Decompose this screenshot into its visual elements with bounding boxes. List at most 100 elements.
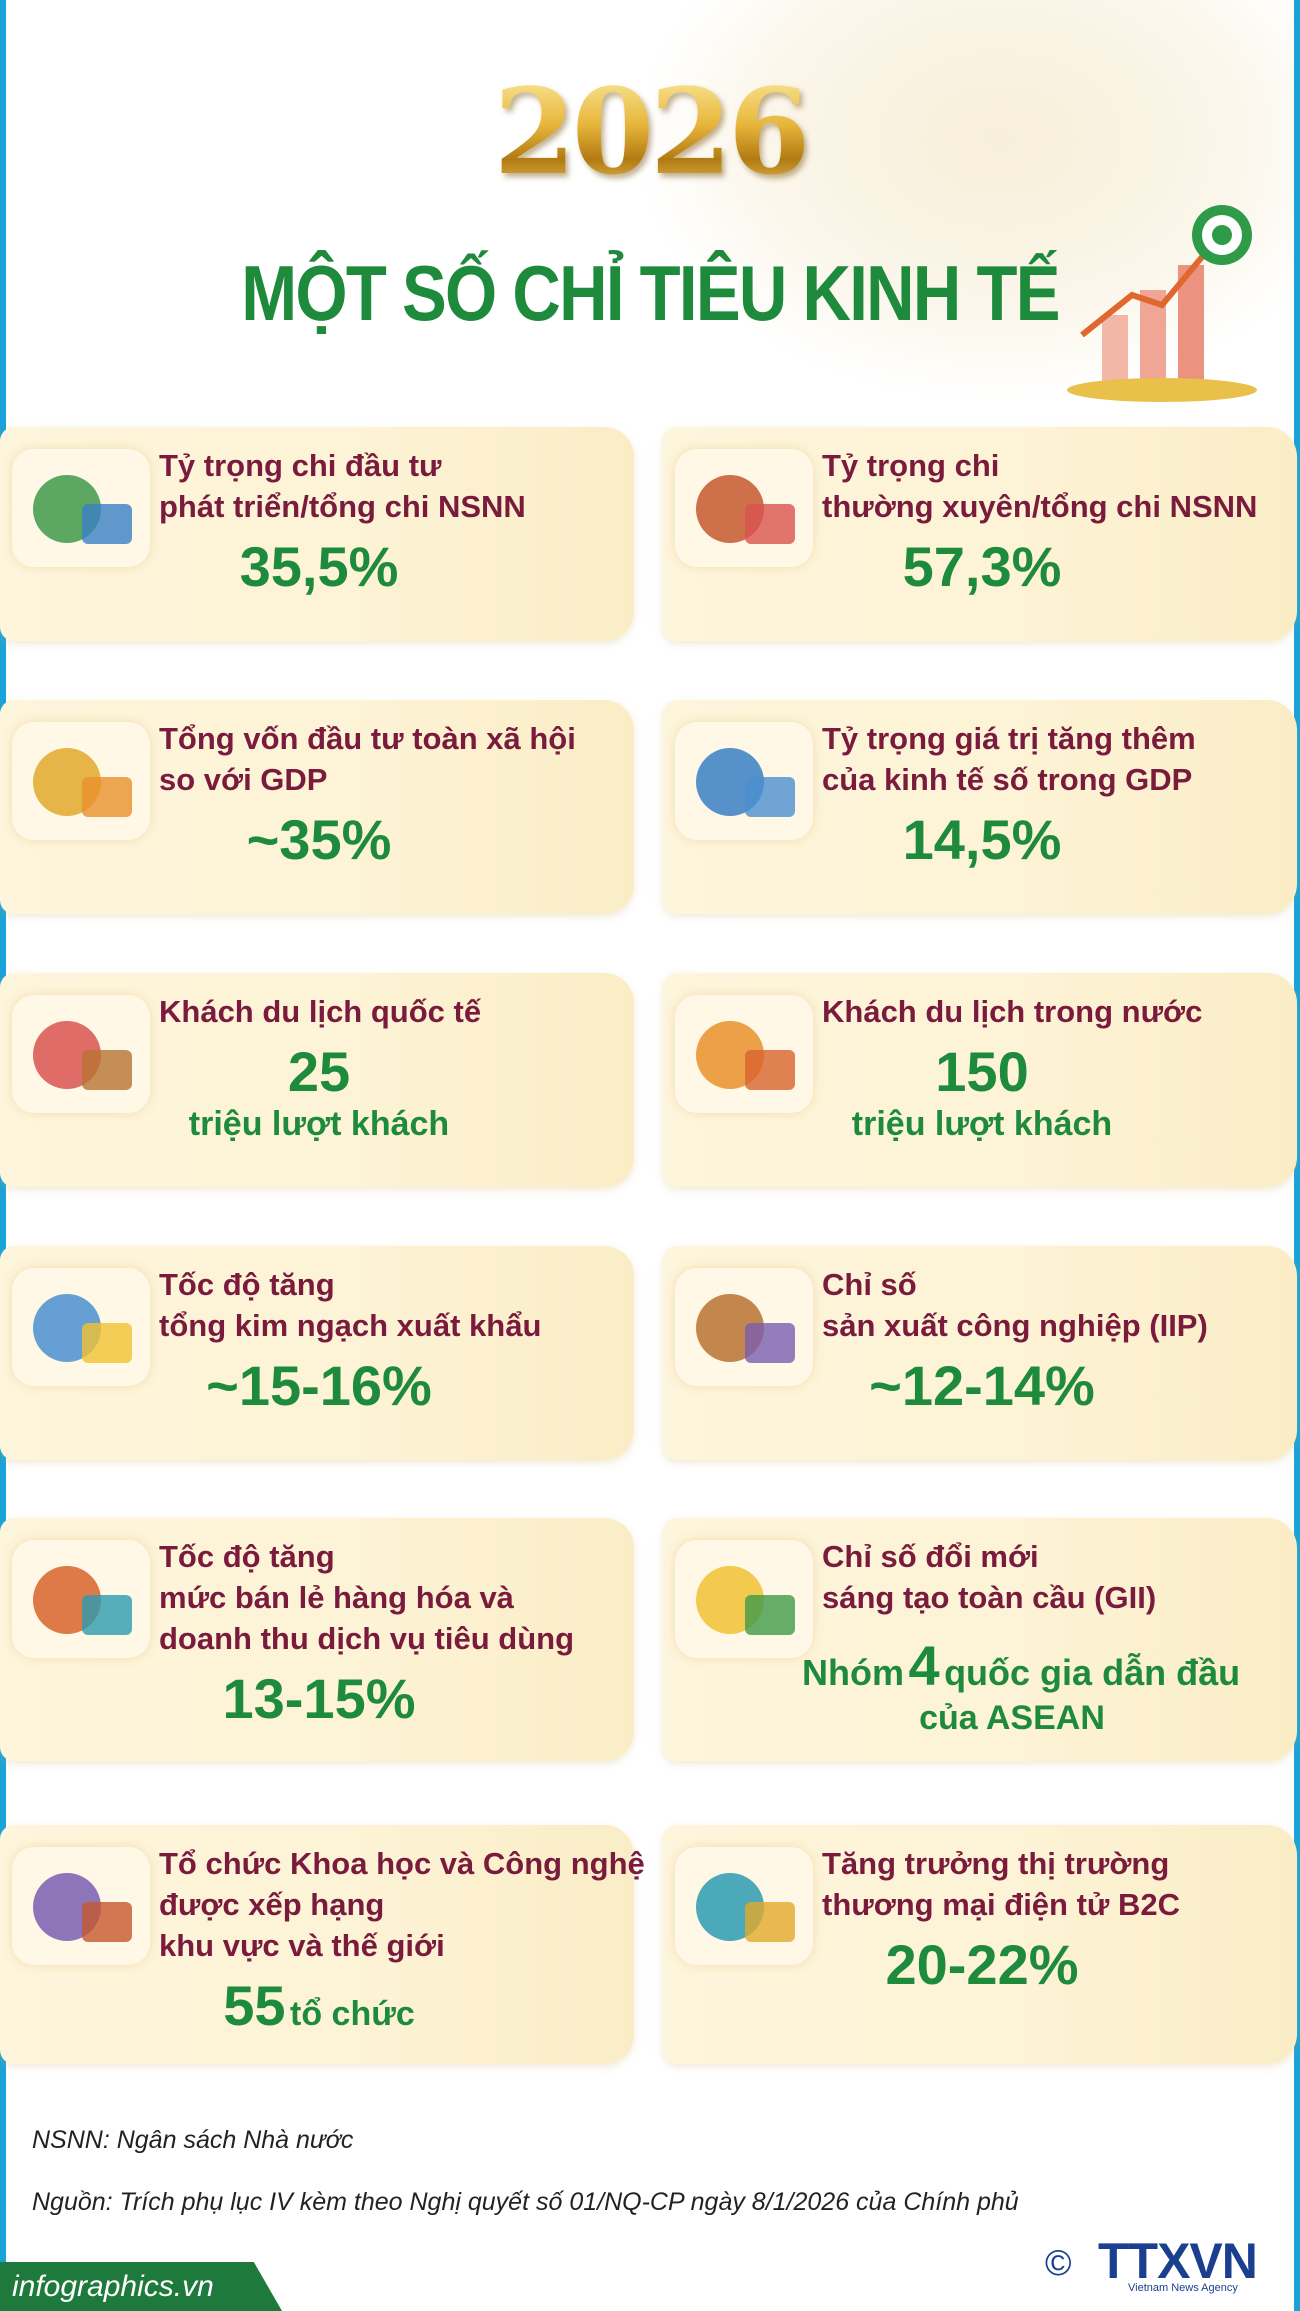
card-text: Chỉ số đổi mới sáng tạo toàn cầu (GII) Nhó… xyxy=(802,1536,1287,1738)
indicator-card: Khách du lịch quốc tế 25 triệu lượt khách xyxy=(0,973,634,1187)
card-icon xyxy=(12,1268,150,1386)
icon-art xyxy=(696,1021,795,1090)
icon-art xyxy=(33,1566,132,1635)
agency-name: Vietnam News Agency xyxy=(1128,2282,1238,2294)
indicator-card: Tổ chức Khoa học và Công nghệ được xếp hạ… xyxy=(0,1825,645,2064)
copyright: © xyxy=(1045,2242,1072,2283)
indicator-card: Tăng trưởng thị trường thương mại điện tử… xyxy=(663,1825,1297,2064)
agency-logo: TTXVN xyxy=(1098,2233,1258,2289)
card-text: Tỷ trọng chi đầu tư phát triển/tổng chi N… xyxy=(159,445,624,599)
card-icon xyxy=(675,1268,813,1386)
edge-stripe xyxy=(1294,0,1300,2311)
icon-art xyxy=(33,748,132,817)
card-title: doanh thu dịch vụ tiêu dùng xyxy=(159,1621,575,1656)
card-value: 35,5% xyxy=(239,535,399,598)
card-title: mức bán lẻ hàng hóa và xyxy=(159,1580,514,1615)
card-text: Chỉ số sản xuất công nghiệp (IIP) ~12-14% xyxy=(822,1264,1287,1418)
indicator-card: Tốc độ tăng tổng kim ngạch xuất khẩu ~15-1… xyxy=(0,1246,634,1460)
icon-art xyxy=(696,1873,795,1942)
card-value-line: 20-22% xyxy=(822,1933,1142,1997)
card-text: Tỷ trọng giá trị tăng thêm của kinh tế số… xyxy=(822,718,1287,872)
icon-art xyxy=(696,1294,795,1363)
card-title: phát triển/tổng chi NSNN xyxy=(159,489,526,524)
icon-art xyxy=(33,475,132,544)
card-value: 25 xyxy=(287,1040,351,1103)
card-value-line: 35,5% xyxy=(159,535,479,599)
card-title: Tỷ trọng giá trị tăng thêm xyxy=(822,721,1196,756)
card-icon xyxy=(12,995,150,1113)
card-value-line: 150 xyxy=(822,1040,1142,1104)
card-title: Chỉ số đổi mới xyxy=(822,1539,1039,1574)
card-title: Khách du lịch trong nước xyxy=(822,994,1203,1029)
card-title: Tốc độ tăng xyxy=(159,1539,335,1574)
card-text: Khách du lịch quốc tế 25 triệu lượt khách xyxy=(159,991,624,1144)
card-value-line: 25 xyxy=(159,1040,479,1104)
page-title: MỘT SỐ CHỈ TIÊU KINH TẾ xyxy=(241,249,1060,337)
year: 2026 xyxy=(0,62,1300,201)
card-text: Tỷ trọng chi thường xuyên/tổng chi NSNN 57… xyxy=(822,445,1287,599)
card-icon xyxy=(675,1540,813,1658)
card-title: sáng tạo toàn cầu (GII) xyxy=(822,1580,1157,1615)
card-value-line: 55 tổ chức xyxy=(159,1974,479,2038)
card-value: 57,3% xyxy=(902,535,1062,598)
card-icon xyxy=(12,1540,150,1658)
card-title: thường xuyên/tổng chi NSNN xyxy=(822,489,1258,524)
icon-art xyxy=(696,1566,795,1635)
card-value-line: ~15-16% xyxy=(159,1354,479,1418)
indicator-card: Tổng vốn đầu tư toàn xã hội so với GDP ~35… xyxy=(0,700,634,914)
value-prefix: Nhóm xyxy=(802,1652,904,1693)
card-title: Tổ chức Khoa học và Công nghệ xyxy=(159,1846,645,1881)
icon-art xyxy=(33,1021,132,1090)
icon-art xyxy=(33,1873,132,1942)
card-value-line: 14,5% xyxy=(822,808,1142,872)
source: Nguồn: Trích phụ lục IV kèm theo Nghị qu… xyxy=(32,2188,1019,2216)
card-value: 20-22% xyxy=(885,1933,1079,1996)
indicator-card: Tỷ trọng chi đầu tư phát triển/tổng chi N… xyxy=(0,427,634,641)
card-value-line: Nhóm 4 quốc gia dẫn đầu xyxy=(802,1634,1240,1698)
card-text: Khách du lịch trong nước 150 triệu lượt kh… xyxy=(822,991,1287,1144)
card-text: Tốc độ tăng tổng kim ngạch xuất khẩu ~15-1… xyxy=(159,1264,624,1418)
card-title: so với GDP xyxy=(159,762,328,797)
card-icon xyxy=(12,722,150,840)
card-title: Khách du lịch quốc tế xyxy=(159,994,482,1029)
indicator-card: Chỉ số đổi mới sáng tạo toàn cầu (GII) Nhó… xyxy=(663,1518,1297,1761)
indicator-card: Khách du lịch trong nước 150 triệu lượt kh… xyxy=(663,973,1297,1187)
card-value: 150 xyxy=(935,1040,1029,1103)
indicator-card: Tỷ trọng chi thường xuyên/tổng chi NSNN 57… xyxy=(663,427,1297,641)
card-value: ~35% xyxy=(246,808,392,871)
card-icon xyxy=(675,722,813,840)
value-note: triệu lượt khách xyxy=(188,1105,450,1143)
card-title: thương mại điện tử B2C xyxy=(822,1887,1180,1922)
card-title: được xếp hạng xyxy=(159,1887,385,1922)
card-text: Tổng vốn đầu tư toàn xã hội so với GDP ~35… xyxy=(159,718,624,872)
card-icon xyxy=(675,995,813,1113)
card-title: tổng kim ngạch xuất khẩu xyxy=(159,1308,542,1343)
card-value-line: 13-15% xyxy=(159,1667,479,1731)
card-value: 55 xyxy=(223,1974,286,2037)
card-value: ~15-16% xyxy=(206,1354,432,1417)
card-value: ~12-14% xyxy=(869,1354,1095,1417)
indicator-card: Chỉ số sản xuất công nghiệp (IIP) ~12-14% xyxy=(663,1246,1297,1460)
card-value: 4 xyxy=(908,1634,940,1697)
card-icon xyxy=(12,1847,150,1965)
card-value: 13-15% xyxy=(222,1667,416,1730)
card-text: Tổ chức Khoa học và Công nghệ được xếp hạ… xyxy=(159,1843,645,2038)
indicator-card: Tốc độ tăng mức bán lẻ hàng hóa và doanh t… xyxy=(0,1518,634,1761)
footnote: NSNN: Ngân sách Nhà nước xyxy=(32,2126,354,2154)
card-text: Tăng trưởng thị trường thương mại điện tử… xyxy=(822,1843,1287,1997)
site-label: infographics.vn xyxy=(0,2262,282,2311)
card-title: sản xuất công nghiệp (IIP) xyxy=(822,1308,1208,1343)
value-note: triệu lượt khách xyxy=(851,1105,1113,1143)
card-value-line: ~35% xyxy=(159,808,479,872)
card-icon xyxy=(675,449,813,567)
card-title: của kinh tế số trong GDP xyxy=(822,762,1193,797)
card-icon xyxy=(12,449,150,567)
card-value: 14,5% xyxy=(902,808,1062,871)
icon-art xyxy=(696,475,795,544)
card-title: Tổng vốn đầu tư toàn xã hội xyxy=(159,721,576,756)
card-title: Tỷ trọng chi xyxy=(822,448,1000,483)
card-value-line: 57,3% xyxy=(822,535,1142,599)
icon-art xyxy=(33,1294,132,1363)
icon-art xyxy=(696,748,795,817)
